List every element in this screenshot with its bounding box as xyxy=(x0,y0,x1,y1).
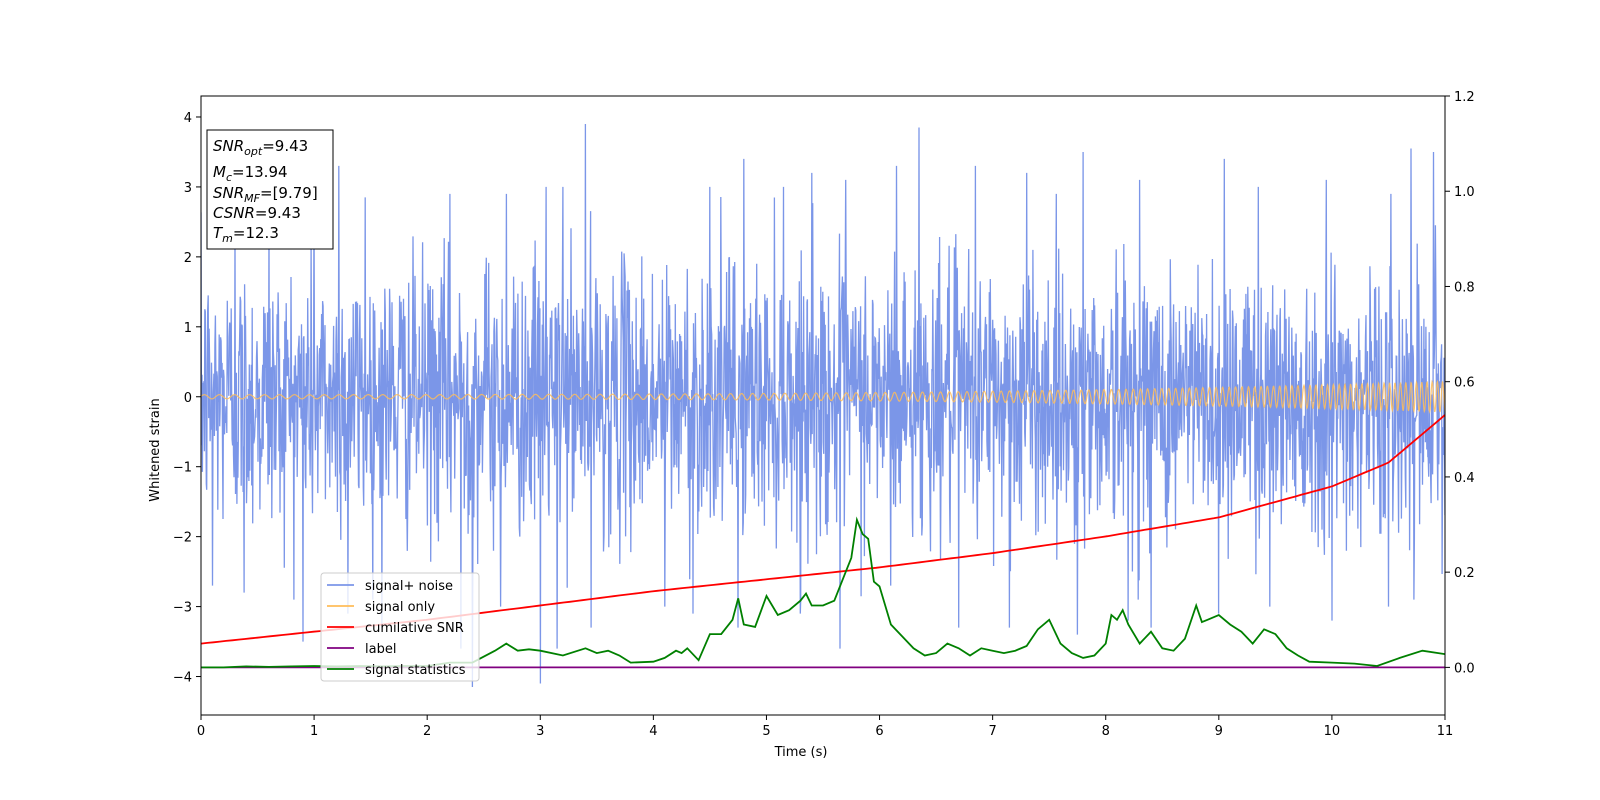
info-symbol: M xyxy=(213,163,226,181)
legend-entry: signal only xyxy=(327,600,435,615)
x-tick-label: 5 xyxy=(762,724,770,739)
x-tick-label: 2 xyxy=(423,724,431,739)
legend-label: label xyxy=(365,642,396,657)
series-signal-only xyxy=(201,379,1445,414)
info-symbol: CSNR xyxy=(213,204,255,222)
y2-tick-label: 0.2 xyxy=(1454,566,1475,581)
y-axis-label: Whitened strain xyxy=(148,398,163,501)
y2-tick-label: 1.0 xyxy=(1454,185,1475,200)
legend-entry: signal+ noise xyxy=(327,579,453,594)
info-value: =12.3 xyxy=(233,224,279,242)
x-tick-label: 3 xyxy=(536,724,544,739)
info-symbol: SNR xyxy=(213,184,244,202)
info-value: =9.43 xyxy=(255,204,301,222)
info-line: SNRMF=[9.79] xyxy=(213,184,318,205)
info-subscript: m xyxy=(222,232,233,245)
legend: signal+ noise signal only cumilative SNR la… xyxy=(320,572,480,682)
x-tick-label: 10 xyxy=(1324,724,1341,739)
legend-entry: cumilative SNR xyxy=(327,621,464,636)
x-axis-label: Time (s) xyxy=(774,745,828,760)
legend-label: signal statistics xyxy=(365,663,466,678)
legend-label: cumilative SNR xyxy=(365,621,464,636)
y-tick-label: 0 xyxy=(184,391,192,406)
info-box: SNRopt=9.43Mc=13.94SNRMF=[9.79]CSNR=9.43… xyxy=(206,129,334,250)
info-value: =13.94 xyxy=(232,163,288,181)
x-tick-label: 0 xyxy=(197,724,205,739)
y-tick-label: −1 xyxy=(173,461,192,476)
x-tick-label: 11 xyxy=(1437,724,1454,739)
legend-entry: signal statistics xyxy=(327,663,466,678)
x-tick-label: 1 xyxy=(310,724,318,739)
y-tick-label: −3 xyxy=(173,601,192,616)
axes-layer: 0 1 2 3 4 5 6 7 8 9 10 11 −4 −3 −2 −1 0 1 2 3 4 0.0 0.2 0.4 0.6 0… xyxy=(173,90,1475,739)
x-tick-label: 4 xyxy=(649,724,657,739)
info-line: Mc=13.94 xyxy=(213,163,288,184)
y2-tick-label: 0.0 xyxy=(1454,661,1475,676)
legend-box xyxy=(320,572,480,682)
series-signal-statistics xyxy=(201,516,1445,669)
y-tick-label: −4 xyxy=(173,671,192,686)
info-symbol: T xyxy=(213,224,224,242)
y-tick-label: 3 xyxy=(184,181,192,196)
info-symbol: SNR xyxy=(213,137,244,155)
y2-tick-label: 0.8 xyxy=(1454,280,1475,295)
y2-tick-label: 0.6 xyxy=(1454,376,1475,391)
y-tick-label: 4 xyxy=(184,111,192,126)
plot-frame xyxy=(200,95,1446,716)
legend-label: signal only xyxy=(365,600,435,615)
info-line: Tm=12.3 xyxy=(213,224,279,245)
y-tick-label: −2 xyxy=(173,531,192,546)
info-line: SNRopt=9.43 xyxy=(213,137,308,158)
info-line: CSNR=9.43 xyxy=(213,204,301,222)
y-tick-label: 1 xyxy=(184,321,192,336)
x-tick-label: 8 xyxy=(1102,724,1110,739)
legend-entry: label xyxy=(327,642,396,657)
x-tick-label: 7 xyxy=(988,724,996,739)
info-subscript: opt xyxy=(244,145,263,158)
y-tick-label: 2 xyxy=(184,251,192,266)
y2-tick-label: 1.2 xyxy=(1454,90,1475,105)
info-value: =9.43 xyxy=(262,137,308,155)
info-subscript: c xyxy=(226,171,232,184)
y2-tick-label: 0.4 xyxy=(1454,471,1475,486)
x-tick-label: 9 xyxy=(1215,724,1223,739)
x-tick-label: 6 xyxy=(875,724,883,739)
info-box-frame xyxy=(206,129,334,250)
info-value: =[9.79] xyxy=(260,184,318,202)
info-subscript: MF xyxy=(244,192,260,205)
legend-label: signal+ noise xyxy=(365,579,453,594)
